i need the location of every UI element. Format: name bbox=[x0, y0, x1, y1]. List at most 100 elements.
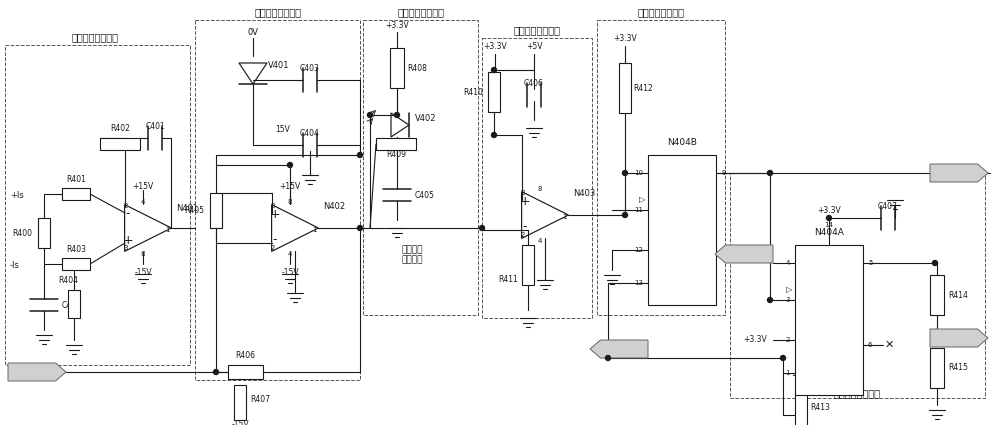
Text: Q̅: Q̅ bbox=[706, 252, 711, 258]
Circle shape bbox=[368, 113, 372, 117]
Text: C407: C407 bbox=[878, 202, 898, 211]
Text: C405: C405 bbox=[415, 190, 435, 199]
Text: 电流检测运算电路: 电流检测运算电路 bbox=[72, 32, 119, 42]
Text: C406: C406 bbox=[524, 79, 544, 88]
Bar bbox=[930, 348, 944, 388]
Polygon shape bbox=[8, 363, 66, 381]
Bar bbox=[619, 63, 631, 113]
Text: -15V: -15V bbox=[281, 268, 299, 277]
Text: 8: 8 bbox=[288, 199, 292, 205]
Text: 4: 4 bbox=[141, 199, 145, 205]
Text: R410: R410 bbox=[463, 88, 483, 96]
Text: +3.3V: +3.3V bbox=[817, 206, 841, 215]
Text: R406: R406 bbox=[235, 351, 255, 360]
Text: V402: V402 bbox=[415, 113, 436, 122]
Text: R409: R409 bbox=[386, 150, 406, 159]
Text: C403: C403 bbox=[300, 64, 320, 73]
Text: C402: C402 bbox=[62, 300, 82, 309]
Bar bbox=[795, 245, 863, 395]
Circle shape bbox=[622, 212, 628, 218]
Bar bbox=[648, 155, 716, 305]
Text: 8: 8 bbox=[721, 252, 726, 258]
Bar bbox=[390, 48, 404, 88]
Bar bbox=[210, 193, 222, 228]
Text: +5V: +5V bbox=[526, 42, 542, 51]
Text: 3: 3 bbox=[271, 203, 275, 209]
Circle shape bbox=[492, 68, 496, 73]
Polygon shape bbox=[930, 329, 988, 347]
Text: N404B: N404B bbox=[667, 138, 697, 147]
Text: PROT-PWM: PROT-PWM bbox=[938, 334, 980, 343]
Bar bbox=[376, 138, 416, 150]
Bar bbox=[795, 388, 807, 425]
Text: +3.3V: +3.3V bbox=[483, 42, 507, 51]
Bar bbox=[234, 385, 246, 420]
Text: 4: 4 bbox=[288, 251, 292, 257]
Text: 14: 14 bbox=[825, 222, 833, 228]
Text: 过流编程运算电路: 过流编程运算电路 bbox=[254, 7, 302, 17]
Text: 5: 5 bbox=[868, 260, 872, 266]
Circle shape bbox=[826, 215, 832, 221]
Text: R403: R403 bbox=[66, 245, 86, 254]
Text: +3.3V: +3.3V bbox=[613, 34, 637, 43]
Text: 2: 2 bbox=[271, 245, 275, 251]
Text: 15V: 15V bbox=[275, 125, 290, 134]
Text: 13: 13 bbox=[634, 280, 643, 286]
Text: -: - bbox=[126, 207, 130, 221]
Bar bbox=[930, 275, 944, 315]
Text: 2: 2 bbox=[521, 232, 525, 238]
Circle shape bbox=[358, 153, 362, 158]
Text: C404: C404 bbox=[300, 129, 320, 138]
Text: R407: R407 bbox=[250, 396, 270, 405]
Text: PROT-CLR: PROT-CLR bbox=[600, 345, 638, 354]
Bar bbox=[488, 72, 500, 112]
Polygon shape bbox=[590, 340, 648, 358]
Text: R400: R400 bbox=[12, 229, 32, 238]
Text: +15V: +15V bbox=[132, 181, 154, 190]
Text: -15V: -15V bbox=[231, 420, 249, 425]
Text: 8: 8 bbox=[141, 251, 145, 257]
Text: 1: 1 bbox=[312, 227, 317, 233]
Circle shape bbox=[358, 226, 362, 230]
Text: +: + bbox=[270, 207, 280, 221]
Text: D: D bbox=[653, 247, 658, 253]
Text: 1: 1 bbox=[786, 370, 790, 376]
Text: +3.3V: +3.3V bbox=[385, 20, 409, 29]
Circle shape bbox=[606, 355, 610, 360]
Text: 9: 9 bbox=[721, 170, 726, 176]
Bar bbox=[522, 245, 534, 285]
Text: PRE: PRE bbox=[653, 170, 666, 176]
Circle shape bbox=[288, 162, 292, 167]
Text: -Is: -Is bbox=[10, 261, 20, 269]
Polygon shape bbox=[930, 164, 988, 182]
Circle shape bbox=[780, 355, 786, 360]
Text: N404A: N404A bbox=[814, 228, 844, 237]
Text: R405: R405 bbox=[184, 206, 204, 215]
Text: CLK: CLK bbox=[653, 207, 666, 213]
Text: 3: 3 bbox=[124, 245, 128, 251]
Text: -: - bbox=[273, 233, 277, 246]
Text: 1: 1 bbox=[562, 214, 567, 220]
Text: CLR: CLR bbox=[653, 280, 666, 286]
Text: 0V: 0V bbox=[248, 28, 258, 37]
Text: R404: R404 bbox=[58, 276, 78, 285]
Text: 2: 2 bbox=[786, 337, 790, 343]
Bar bbox=[100, 138, 140, 150]
Text: 4: 4 bbox=[538, 238, 542, 244]
Text: 门限设定控制电路: 门限设定控制电路 bbox=[514, 25, 560, 35]
Text: Q: Q bbox=[706, 170, 711, 176]
Text: 12: 12 bbox=[634, 247, 643, 253]
Circle shape bbox=[932, 261, 938, 266]
Circle shape bbox=[768, 170, 772, 176]
Text: 保护时长
控制电路: 保护时长 控制电路 bbox=[401, 245, 423, 265]
Text: +Is: +Is bbox=[10, 190, 24, 199]
Text: 8: 8 bbox=[538, 186, 542, 192]
Bar bbox=[38, 218, 50, 248]
Text: R413: R413 bbox=[810, 403, 830, 413]
Text: 保护触发清零电路: 保护触发清零电路 bbox=[638, 7, 684, 17]
Text: OV-PROT: OV-PROT bbox=[727, 249, 761, 258]
Text: 保护关断复位电路: 保护关断复位电路 bbox=[834, 388, 881, 398]
Text: +3.3V: +3.3V bbox=[743, 335, 767, 345]
Text: V401: V401 bbox=[268, 60, 290, 70]
Text: 2: 2 bbox=[124, 203, 128, 209]
